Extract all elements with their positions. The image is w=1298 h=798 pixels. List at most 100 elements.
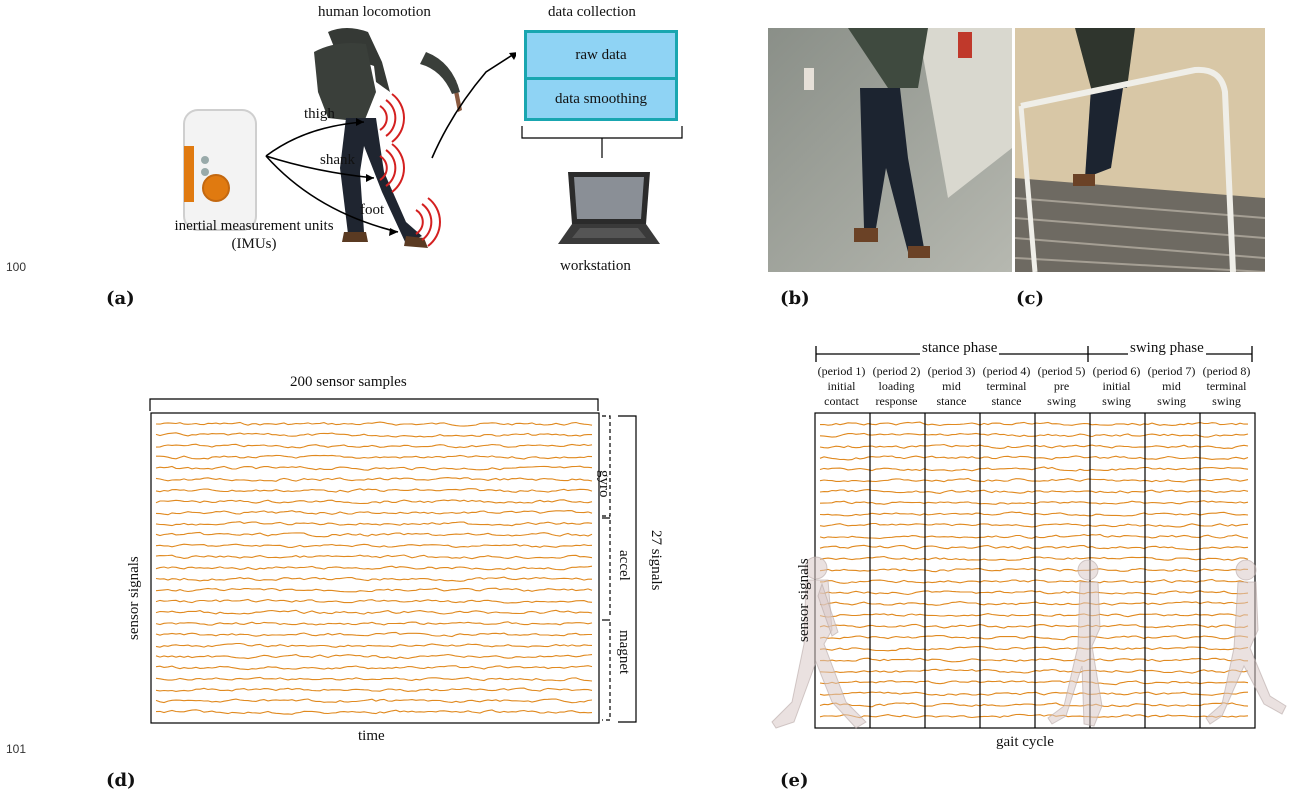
period-label-name2: contact (824, 394, 859, 408)
period-label-name2: swing (1102, 394, 1131, 408)
signal-trace (155, 587, 593, 593)
signal-trace (819, 443, 1249, 449)
signal-trace (819, 522, 1249, 528)
period-label: (period 4) terminal stance (975, 364, 1038, 409)
workstation-label: workstation (560, 258, 631, 274)
period-label-id: (period 3) (927, 364, 976, 378)
period-label-id: (period 8) (1202, 364, 1251, 378)
photo-walking-corridor (768, 28, 1012, 272)
signal-trace (819, 680, 1249, 686)
data-collection-bracket (521, 126, 683, 158)
panel-label-a: (a) (106, 288, 135, 309)
period-label-name2: stance (991, 394, 1022, 408)
period-label-name1: mid (1162, 379, 1181, 393)
samples-bracket (149, 398, 599, 411)
period-label: (period 2) loading response (865, 364, 928, 409)
signal-trace (155, 676, 593, 682)
period-labels: (period 1) initial contact (period 2) loadin… (812, 364, 1258, 414)
y-axis-label-d: sensor signals (126, 556, 142, 640)
signal-trace (155, 477, 593, 482)
signal-trace (155, 698, 593, 704)
period-label: (period 8) terminal swing (1195, 364, 1258, 409)
period-label: (period 7) mid swing (1140, 364, 1203, 409)
signal-trace (155, 642, 593, 648)
group-label-gyro: gyro (596, 470, 612, 498)
signal-trace (819, 590, 1249, 596)
period-label-name2: stance (936, 394, 967, 408)
signal-plot-e (814, 412, 1256, 729)
signal-trace (819, 477, 1249, 483)
signal-trace (155, 543, 593, 548)
period-label-name1: mid (942, 379, 961, 393)
x-axis-label-d: time (358, 728, 385, 744)
workstation-laptop-illustration (558, 172, 660, 244)
period-label-name2: swing (1047, 394, 1076, 408)
data-collection-title: data collection (548, 4, 636, 20)
signal-trace (819, 421, 1248, 427)
walking-figure-1 (771, 556, 867, 729)
y-axis-label-e: sensor signals (796, 558, 812, 642)
signal-trace (819, 691, 1249, 696)
signal-trace (155, 521, 593, 527)
panel-label-e: (e) (780, 770, 809, 791)
group-label-accel: accel (616, 550, 632, 581)
period-label-name1: terminal (1206, 379, 1247, 393)
stance-phase-label: stance phase (920, 340, 1000, 357)
signal-trace (819, 533, 1249, 540)
signal-trace (155, 499, 593, 505)
signal-trace (819, 489, 1249, 494)
walking-figure-2 (1047, 559, 1103, 727)
signal-plot-d (150, 412, 600, 724)
signal-trace (155, 665, 593, 671)
period-label-name2: swing (1157, 394, 1186, 408)
signal-trace (156, 454, 593, 460)
imu-label: inertial measurement units (174, 218, 334, 234)
period-label-id: (period 2) (872, 364, 921, 378)
signal-trace (155, 565, 593, 571)
signal-trace (819, 634, 1249, 641)
photo-walking-ramp (1015, 28, 1265, 272)
signal-trace (155, 598, 593, 604)
signal-trace (155, 421, 593, 427)
signal-trace (819, 657, 1248, 663)
signal-trace (155, 621, 593, 626)
period-label: (period 1) initial contact (810, 364, 873, 409)
signal-trace (819, 623, 1249, 629)
signal-trace (155, 609, 593, 615)
period-label-name1: initial (1102, 379, 1131, 393)
group-label-magnet: magnet (616, 630, 632, 675)
sensor-label-foot: foot (360, 202, 385, 218)
signal-trace (819, 645, 1249, 652)
signal-trace (819, 668, 1249, 674)
signal-trace (155, 488, 593, 493)
imu-label-abbrev: (IMUs) (231, 236, 277, 252)
signal-trace (155, 653, 593, 660)
period-label: (period 6) initial swing (1085, 364, 1148, 409)
signal-trace (819, 544, 1249, 551)
signal-trace (819, 702, 1249, 708)
signal-trace (819, 500, 1249, 505)
period-label-id: (period 4) (982, 364, 1031, 378)
signal-trace (155, 631, 592, 638)
raw-data-box: raw data (524, 30, 678, 80)
signal-trace (819, 713, 1249, 719)
signal-trace (155, 510, 593, 516)
signal-trace (819, 555, 1249, 561)
period-label-name1: pre (1053, 379, 1070, 393)
panel-label-c: (c) (1016, 288, 1044, 309)
walking-figure-3 (1205, 559, 1287, 725)
signal-trace (819, 601, 1249, 606)
signal-trace (819, 432, 1249, 438)
signal-trace (155, 443, 593, 449)
period-label-id: (period 7) (1147, 364, 1196, 378)
signal-trace (155, 709, 593, 715)
human-locomotion-title: human locomotion (318, 4, 431, 20)
signal-group-brackets (602, 415, 637, 723)
period-label-id: (period 1) (817, 364, 866, 378)
data-smoothing-box: data smoothing (524, 77, 678, 121)
period-label-name2: response (875, 394, 918, 408)
signal-trace (819, 613, 1249, 618)
signal-trace (819, 578, 1249, 584)
period-label: (period 5) pre swing (1030, 364, 1093, 409)
signal-trace (819, 568, 1249, 573)
